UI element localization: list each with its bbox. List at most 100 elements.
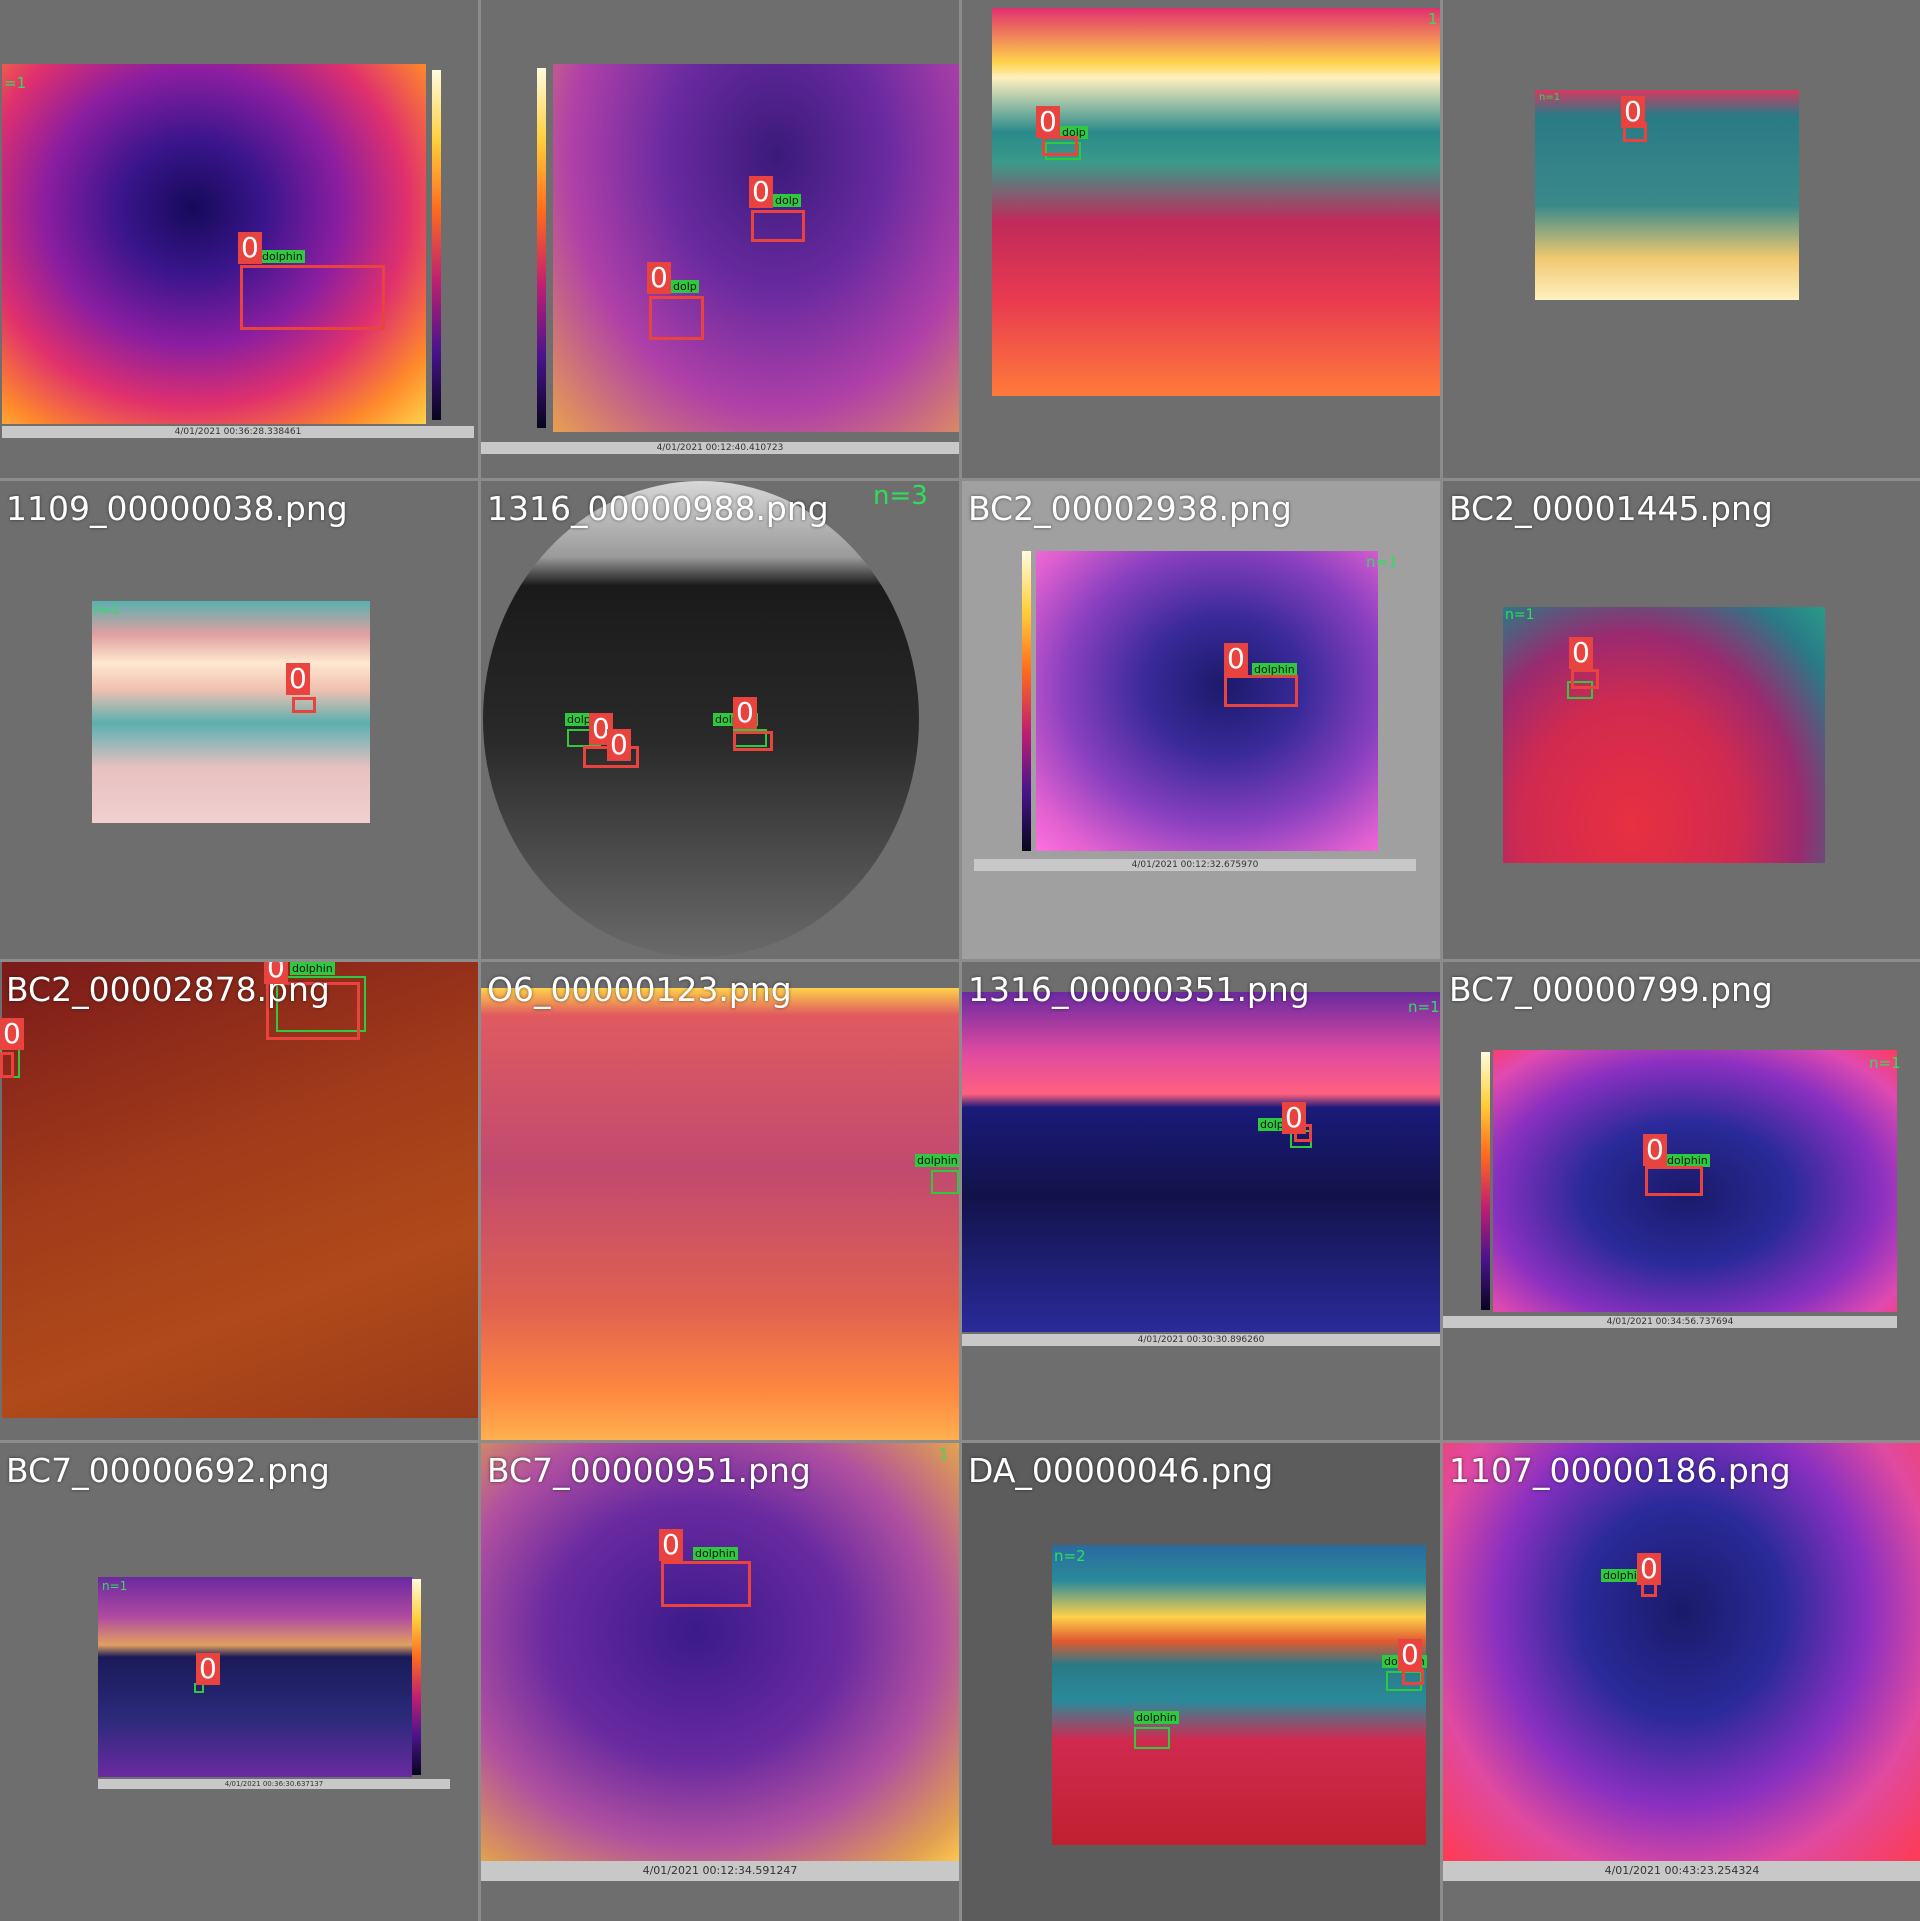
pred-box	[266, 982, 360, 1040]
class-id: 0	[607, 729, 631, 761]
timestamp: 4/01/2021 00:12:32.675970	[974, 859, 1416, 871]
mosaic-cell: BC7_00000951.png 1 4/01/2021 00:12:34.59…	[481, 1443, 959, 1921]
filename: O6_00000123.png	[487, 970, 792, 1009]
detection-label: dolphin	[290, 962, 335, 975]
filename: BC7_00000799.png	[1449, 970, 1773, 1009]
detection-label: dolp	[1060, 126, 1088, 139]
class-id: 0	[733, 697, 757, 729]
mosaic-cell: 1 0 dolp	[962, 0, 1440, 478]
class-id: 0	[589, 713, 613, 745]
gt-box	[1134, 1727, 1170, 1749]
class-id: 0	[647, 262, 671, 294]
class-id: 0	[1621, 96, 1645, 128]
timestamp: 4/01/2021 00:12:34.591247	[481, 1861, 959, 1881]
filename: 1107_00000186.png	[1449, 1451, 1791, 1490]
mosaic-cell: 1316_00000988.png n=3 0 dolphin 0 0 dolp…	[481, 481, 959, 959]
mosaic-cell: =1 4/01/2021 00:36:28.338461 0 dolphin	[0, 0, 478, 478]
filename: BC2_00001445.png	[1449, 489, 1773, 528]
class-id: 0	[1569, 637, 1593, 669]
mosaic-cell: BC2_00001445.png n=1 0	[1443, 481, 1920, 959]
class-id: 0	[749, 176, 773, 208]
timestamp: 4/01/2021 00:36:28.338461	[2, 426, 474, 438]
filename: 1316_00000351.png	[968, 970, 1310, 1009]
class-id: 0	[1643, 1134, 1667, 1166]
detection-label: dolphin	[260, 250, 305, 263]
thermal-image	[553, 64, 959, 432]
pred-box	[661, 1561, 751, 1607]
thermal-image	[2, 64, 426, 424]
class-id: 0	[196, 1653, 220, 1685]
class-id: 0	[286, 663, 310, 695]
count-label: n=1	[1539, 92, 1561, 103]
thermal-image	[481, 988, 959, 1440]
pred-box	[240, 265, 385, 330]
count-label: n=1	[102, 1579, 128, 1593]
count-label: n=1	[94, 603, 120, 617]
colorbar	[1481, 1052, 1490, 1310]
timestamp: 4/01/2021 00:43:23.254324	[1443, 1861, 1920, 1881]
gt-box	[1567, 681, 1593, 699]
timestamp: 4/01/2021 00:34:56.737694	[1443, 1316, 1897, 1328]
mosaic-cell: BC7_00000692.png n=1 4/01/2021 00:36:30.…	[0, 1443, 478, 1921]
thermal-image	[481, 1443, 959, 1863]
filename: 1316_00000988.png	[487, 489, 829, 528]
class-id: 0	[1282, 1102, 1306, 1134]
mosaic-cell: BC2_00002938.png n=1 4/01/2021 00:12:32.…	[962, 481, 1440, 959]
detection-label: dolphin	[693, 1547, 738, 1560]
count-label: n=2	[1054, 1547, 1086, 1565]
mosaic-cell: DA_00000046.png n=2 0 dolphin dolphin	[962, 1443, 1440, 1921]
gt-box	[276, 976, 366, 1032]
gt-box	[1045, 142, 1081, 160]
mosaic-cell: 1107_00000186.png 4/01/2021 00:43:23.254…	[1443, 1443, 1920, 1921]
timestamp: 4/01/2021 00:30:30.896260	[962, 1334, 1440, 1346]
filename: BC2_00002938.png	[968, 489, 1292, 528]
count-label: n=3	[873, 481, 928, 511]
class-id: 0	[1398, 1639, 1422, 1671]
thermal-image	[992, 8, 1440, 396]
pred-box	[1042, 136, 1078, 156]
detection-label: dolp	[773, 194, 801, 207]
class-id: 0	[1224, 643, 1248, 675]
thermal-image	[1503, 607, 1825, 863]
count-label: n=1	[1408, 998, 1440, 1016]
thermal-image	[2, 962, 478, 1418]
mosaic-cell: 1109_00000038.png n=1 0	[0, 481, 478, 959]
detection-label: dolphin	[1665, 1154, 1710, 1167]
class-id: 0	[0, 1018, 24, 1050]
detection-label: dolphin	[1252, 663, 1297, 676]
thermal-image	[1052, 1545, 1426, 1845]
timestamp: 4/01/2021 00:36:30.637137	[98, 1779, 450, 1789]
colorbar	[412, 1579, 421, 1775]
pred-box	[1402, 1669, 1424, 1685]
timestamp: 4/01/2021 00:12:40.410723	[481, 442, 959, 454]
pred-box	[649, 296, 704, 340]
pred-box	[751, 210, 805, 242]
class-id: 0	[238, 232, 262, 264]
pred-box	[1571, 669, 1599, 689]
count-label: =1	[4, 74, 27, 92]
gt-box	[931, 1170, 959, 1194]
count-label: 1	[1428, 10, 1438, 28]
mosaic-cell: 4/01/2021 00:12:40.410723 0 dolp 0 dolp	[481, 0, 959, 478]
filename: BC7_00000692.png	[6, 1451, 330, 1490]
thermal-image	[1493, 1050, 1897, 1312]
mosaic-cell: BC7_00000799.png n=1 4/01/2021 00:34:56.…	[1443, 962, 1920, 1440]
thermal-image	[1535, 90, 1799, 300]
count-label: n=1	[1366, 553, 1398, 571]
filename: DA_00000046.png	[968, 1451, 1274, 1490]
thermal-image	[1443, 1443, 1920, 1863]
thermal-image	[98, 1577, 412, 1777]
mosaic-cell: 1316_00000351.png n=1 4/01/2021 00:30:30…	[962, 962, 1440, 1440]
pred-box	[0, 1052, 14, 1078]
detection-label: dolphin	[915, 1154, 959, 1167]
mosaic-cell: n=1 0	[1443, 0, 1920, 478]
class-id: 0	[1036, 106, 1060, 138]
pred-box	[1645, 1166, 1703, 1196]
class-id: 0	[1637, 1553, 1661, 1585]
filename: 1109_00000038.png	[6, 489, 348, 528]
thermal-image	[962, 992, 1440, 1332]
colorbar	[432, 70, 441, 420]
count-label: 1	[939, 1445, 949, 1463]
count-label: n=1	[1505, 607, 1535, 623]
